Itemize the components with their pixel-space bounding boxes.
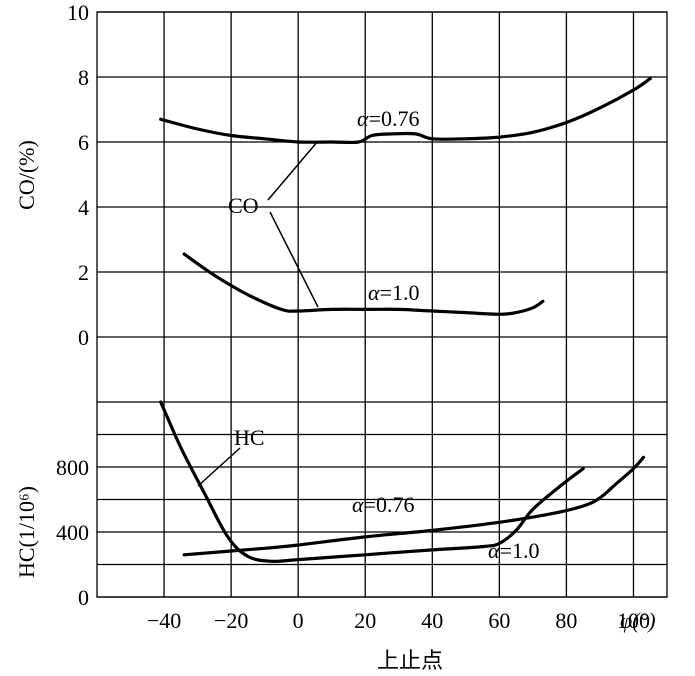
hc-y-tick-label: 0 [78,585,89,610]
x-tick-label: 100 [617,608,650,633]
hc-series-label-alpha-076: α=0.76 [352,492,414,517]
x-axis-unit: φ(°) [620,608,656,633]
x-tick-label: 60 [488,608,510,633]
hc-y-tick-label: 800 [56,455,89,480]
co-leader-line-upper [267,140,319,201]
co-y-tick-label: 2 [78,260,89,285]
annotations: α=0.76 α=1.0 α=0.76 α=1.0 CO HC [197,106,539,563]
co-leader-line-lower [269,211,319,308]
hc-y-axis-label: HC(1/10⁶) [14,486,39,578]
x-tick-label: 20 [354,608,376,633]
co-y-tick-label: 10 [67,0,89,25]
x-tick-label: −40 [147,608,181,633]
co-y-tick-label: 6 [78,130,89,155]
series-curves [159,77,652,564]
co-y-tick-label: 4 [78,195,89,220]
grid-lines [96,11,668,598]
x-axis-label: 上止点 [377,648,443,673]
x-tick-label: 40 [421,608,443,633]
hc-annotation: HC [234,425,265,450]
co-y-tick-label: 8 [78,65,89,90]
co-series-alpha-10 [182,252,545,316]
hc-leader-line [197,447,241,487]
co-annotation: CO [228,193,259,218]
co-series-label-alpha-10: α=1.0 [368,280,419,305]
hc-series-alpha-10 [159,400,585,564]
x-tick-label: 80 [555,608,577,633]
co-series-alpha-076 [159,77,652,145]
x-tick-label: −20 [214,608,248,633]
x-tick-label: 0 [293,608,304,633]
co-y-tick-label: 0 [78,325,89,350]
co-series-label-alpha-076: α=0.76 [357,106,419,131]
hc-series-alpha-076 [182,455,646,557]
hc-y-tick-label: 400 [56,520,89,545]
hc-series-label-alpha-10: α=1.0 [488,538,539,563]
co-y-axis-label: CO/(%) [14,140,39,210]
